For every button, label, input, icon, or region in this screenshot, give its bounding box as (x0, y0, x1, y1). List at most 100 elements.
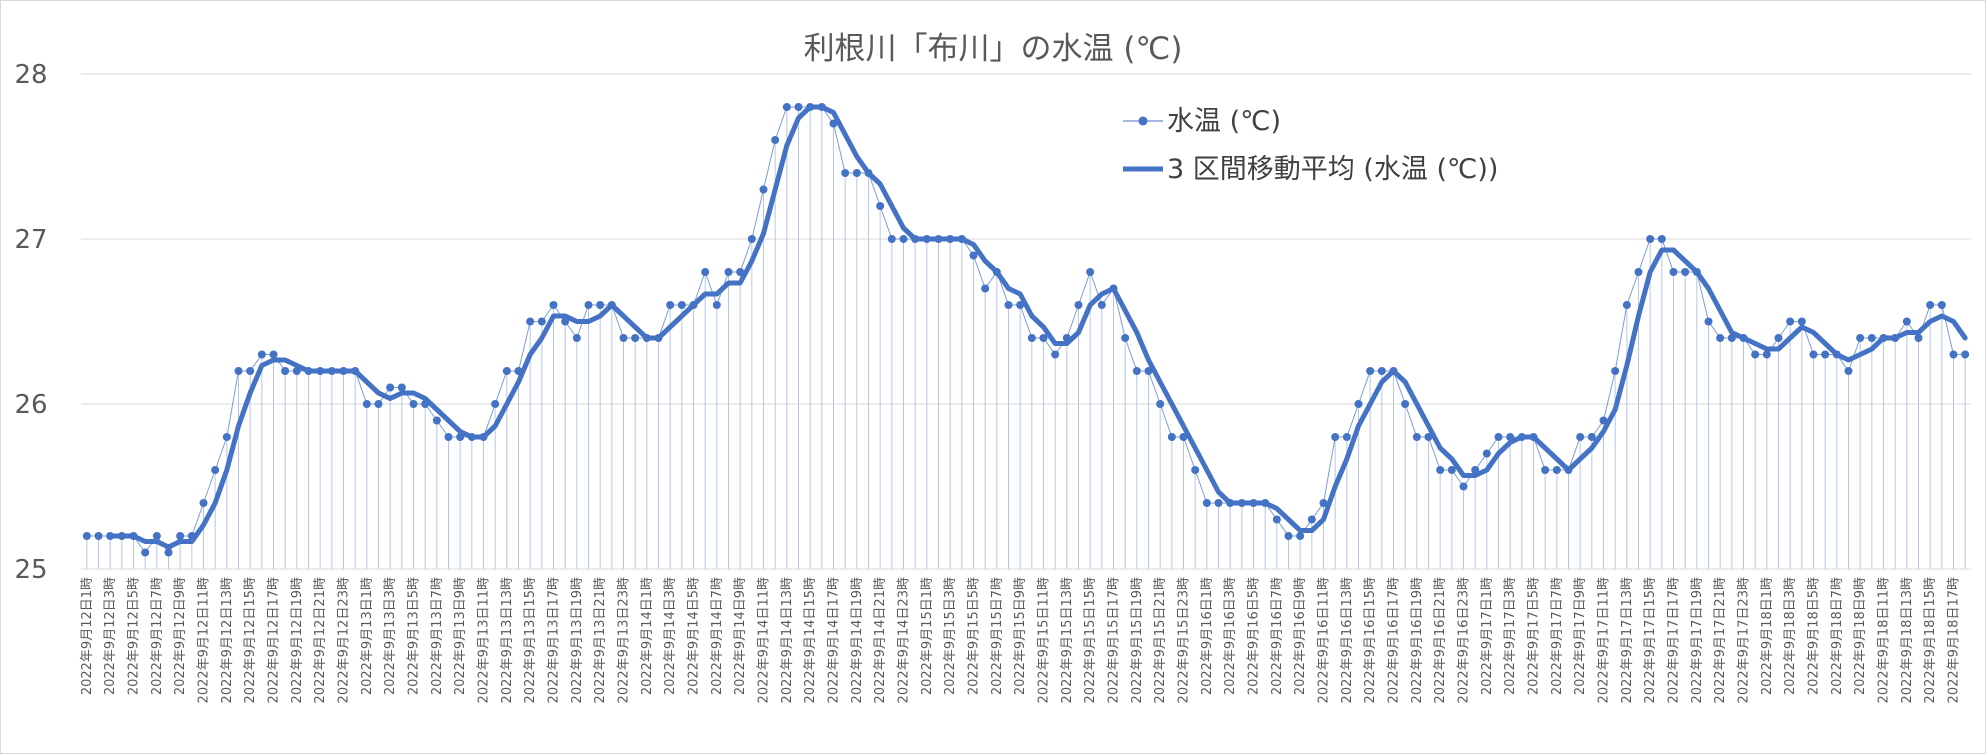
data-point (1039, 334, 1048, 342)
data-point (759, 185, 768, 194)
data-point (596, 301, 605, 309)
data-point (1587, 433, 1596, 441)
data-point (82, 532, 91, 540)
data-point (1401, 400, 1410, 408)
x-tick-label: 2022年9月14日17時 (827, 577, 842, 703)
data-point (1377, 367, 1386, 375)
x-tick-label: 2022年9月15日11時 (1037, 577, 1052, 703)
data-point (1902, 317, 1911, 326)
data-point (211, 466, 220, 474)
x-tick-label: 2022年9月16日3時 (1223, 577, 1238, 695)
y-axis-ticks: 25 26 27 28 (14, 60, 47, 585)
x-tick-label: 2022年9月18日17時 (1947, 577, 1962, 703)
data-point (1051, 350, 1060, 359)
x-tick-label: 2022年9月18日1時 (1760, 577, 1775, 695)
data-point (619, 334, 628, 342)
data-point (1867, 334, 1876, 342)
x-tick-label: 2022年9月13日5時 (407, 577, 422, 695)
x-tick-label: 2022年9月13日21時 (593, 577, 608, 703)
data-point (491, 400, 500, 408)
x-tick-label: 2022年9月16日21時 (1433, 577, 1448, 703)
data-point (1272, 515, 1281, 524)
x-tick-label: 2022年9月12日13時 (220, 577, 235, 703)
x-tick-label: 2022年9月13日15時 (523, 577, 538, 703)
legend: 水温 (℃) 3 区間移動平均 (水温 (℃)) (1123, 106, 1498, 185)
x-tick-label: 2022年9月16日19時 (1410, 577, 1425, 703)
x-tick-label: 2022年9月17日15時 (1643, 577, 1658, 703)
data-point (631, 334, 640, 342)
data-point (1156, 400, 1165, 408)
data-point (1856, 334, 1865, 342)
x-tick-label: 2022年9月18日5時 (1807, 577, 1822, 695)
data-point (771, 136, 780, 144)
x-tick-label: 2022年9月17日21時 (1713, 577, 1728, 703)
x-tick-label: 2022年9月12日23時 (337, 577, 352, 703)
x-tick-label: 2022年9月13日13時 (500, 577, 515, 703)
x-tick-label: 2022年9月13日7時 (430, 577, 445, 695)
data-point (549, 301, 558, 309)
x-tick-label: 2022年9月15日9時 (1013, 577, 1028, 695)
series-line-moving-average (107, 104, 1968, 550)
data-point (199, 499, 208, 507)
x-tick-label: 2022年9月17日13時 (1620, 577, 1635, 703)
x-tick-label: 2022年9月13日23時 (617, 577, 632, 703)
x-tick-label: 2022年9月17日17時 (1667, 577, 1682, 703)
x-tick-label: 2022年9月18日9時 (1853, 577, 1868, 695)
data-point (1004, 301, 1013, 309)
x-tick-label: 2022年9月18日13時 (1900, 577, 1915, 703)
data-point (794, 103, 803, 111)
x-tick-label: 2022年9月18日11時 (1877, 577, 1892, 703)
x-tick-label: 2022年9月12日7時 (150, 577, 165, 695)
x-tick-label: 2022年9月12日9時 (173, 577, 188, 695)
data-point (1552, 466, 1561, 474)
data-point (234, 367, 243, 375)
x-tick-label: 2022年9月13日17時 (547, 577, 562, 703)
x-tick-label: 2022年9月16日1時 (1200, 577, 1215, 695)
x-tick-label: 2022年9月15日19時 (1130, 577, 1145, 703)
data-point (1331, 433, 1340, 441)
x-tick-label: 2022年9月14日11時 (757, 577, 772, 703)
legend-marker-water-temp (1138, 116, 1148, 126)
data-point (876, 202, 885, 210)
x-tick-label: 2022年9月13日19時 (570, 577, 585, 703)
data-point (584, 301, 593, 309)
data-point (1086, 268, 1095, 276)
data-point (222, 433, 231, 441)
data-point (1937, 301, 1946, 309)
x-tick-label: 2022年9月14日5時 (687, 577, 702, 695)
x-tick-label: 2022年9月14日13時 (780, 577, 795, 703)
data-point (409, 400, 418, 408)
x-tick-label: 2022年9月15日3時 (943, 577, 958, 695)
data-point (981, 284, 990, 293)
data-point (141, 548, 150, 557)
x-tick-label: 2022年9月17日19時 (1690, 577, 1705, 703)
data-point (572, 334, 581, 342)
x-tick-label: 2022年9月12日5時 (127, 577, 142, 695)
x-tick-label: 2022年9月15日17時 (1107, 577, 1122, 703)
data-point (281, 367, 290, 375)
data-point (1132, 367, 1141, 375)
x-tick-label: 2022年9月14日3時 (663, 577, 678, 695)
series-water-temp (82, 103, 1970, 557)
gridlines (81, 73, 1971, 570)
data-point (1296, 532, 1305, 540)
x-tick-label: 2022年9月17日3時 (1503, 577, 1518, 695)
data-point (1704, 317, 1713, 326)
x-tick-label: 2022年9月15日1時 (920, 577, 935, 695)
data-point (969, 251, 978, 260)
data-point (1914, 334, 1923, 342)
x-tick-label: 2022年9月16日23時 (1457, 577, 1472, 703)
data-point (1319, 499, 1328, 507)
data-point (747, 235, 756, 243)
data-point (841, 169, 850, 177)
series-moving-average (107, 104, 1968, 550)
x-tick-label: 2022年9月14日15時 (803, 577, 818, 703)
data-point (1611, 367, 1620, 375)
data-point (1786, 317, 1795, 326)
data-point (1657, 235, 1666, 243)
x-tick-label: 2022年9月17日11時 (1597, 577, 1612, 703)
x-tick-label: 2022年9月13日3時 (383, 577, 398, 695)
data-point (852, 169, 861, 177)
data-point (1214, 499, 1223, 507)
